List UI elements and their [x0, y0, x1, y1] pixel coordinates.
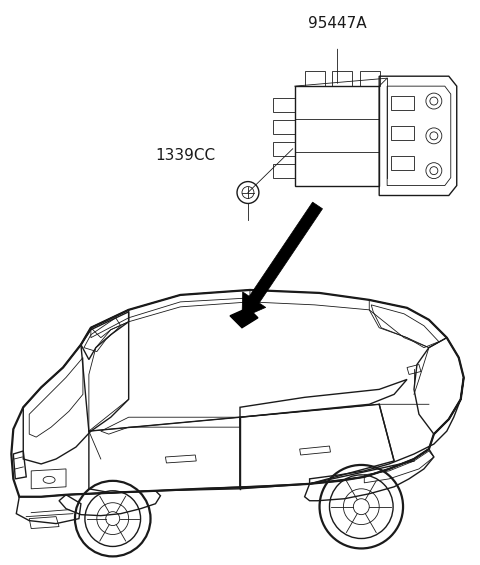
Polygon shape: [230, 308, 258, 328]
Text: 1339CC: 1339CC: [155, 148, 215, 163]
Text: 95447A: 95447A: [308, 16, 367, 32]
Polygon shape: [242, 202, 323, 318]
